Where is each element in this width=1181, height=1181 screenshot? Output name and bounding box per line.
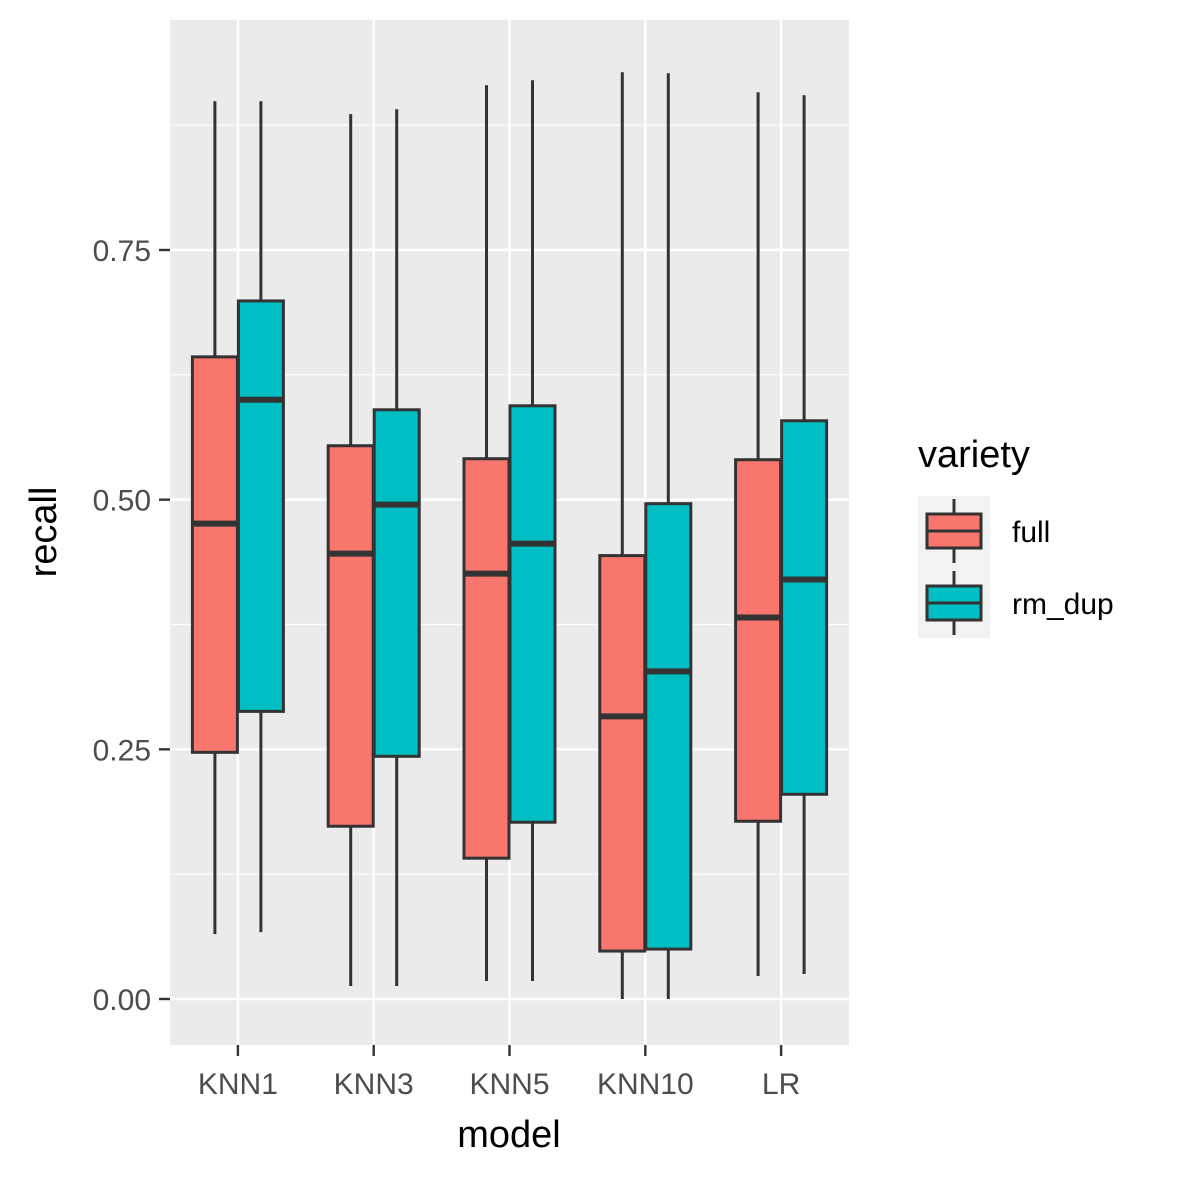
box-iqr	[598, 554, 647, 953]
box-iqr	[644, 502, 693, 951]
box-iqr	[190, 355, 239, 754]
legend-label-full: full	[1012, 516, 1050, 549]
box-rm_dup-KNN3	[372, 109, 421, 987]
box-iqr	[780, 419, 829, 796]
box-full-KNN5	[462, 85, 511, 982]
x-tick-label: KNN5	[469, 1068, 549, 1101]
legend-title: variety	[918, 434, 1030, 476]
box-full-LR	[734, 92, 783, 977]
box-full-KNN10	[598, 72, 647, 999]
legend-keys	[925, 499, 983, 635]
box-iqr	[508, 404, 557, 824]
box-rm_dup-LR	[780, 95, 829, 975]
x-axis: KNN1 KNN3 KNN5 KNN10 LR	[198, 1045, 800, 1101]
box-rm_dup-KNN5	[508, 80, 557, 982]
x-tick-label: KNN1	[198, 1068, 278, 1101]
legend-key-rm_dup	[925, 571, 983, 635]
box-iqr	[734, 458, 783, 823]
boxes	[190, 72, 829, 999]
x-tick-label: KNN10	[597, 1068, 694, 1101]
box-iqr	[236, 299, 285, 713]
box-iqr	[326, 444, 375, 828]
y-tick-label: 0.50	[93, 485, 151, 518]
x-tick-label: LR	[762, 1068, 800, 1101]
box-full-KNN1	[190, 101, 239, 935]
legend: variety full rm_dup	[918, 434, 1114, 638]
y-tick-label: 0.00	[93, 984, 151, 1017]
y-axis: 0.00 0.25 0.50 0.75	[93, 235, 170, 1017]
box-rm_dup-KNN1	[236, 101, 285, 933]
x-tick-label: KNN3	[334, 1068, 414, 1101]
x-axis-title: model	[457, 1114, 561, 1156]
box-iqr	[372, 408, 421, 758]
y-tick-label: 0.75	[93, 235, 151, 268]
legend-label-rm-dup: rm_dup	[1012, 588, 1114, 621]
box-iqr	[462, 457, 511, 860]
y-tick-label: 0.25	[93, 734, 151, 767]
y-axis-title: recall	[23, 487, 65, 578]
box-rm_dup-KNN10	[644, 73, 693, 999]
legend-key-full	[925, 499, 983, 563]
